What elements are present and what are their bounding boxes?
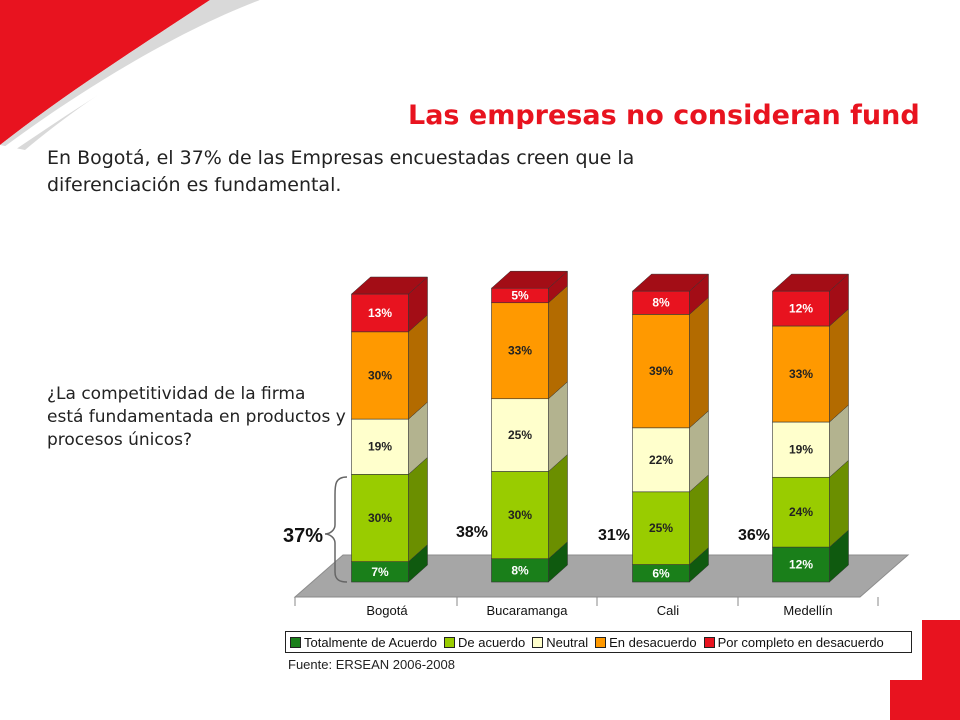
bar-segment-bogota-por-completo-en-desacuerdo [351, 293, 409, 333]
bar-label-cali-de-acuerdo: 25% [649, 521, 673, 535]
bar-label-medellin-en-desacuerdo: 33% [789, 367, 813, 381]
bar-label-bogota-neutral: 19% [368, 440, 392, 454]
legend-swatch [443, 636, 455, 648]
agreement-total-bucaramanga: 38% [456, 524, 488, 541]
x-tick-label-bucaramanga: Bucaramanga [487, 603, 569, 618]
bar-segment-bucaramanga-neutral [491, 398, 549, 472]
bar-label-bucaramanga-totalmente-de-acuerdo: 8% [511, 563, 529, 577]
bar-label-bogota-de-acuerdo: 30% [368, 511, 392, 525]
intro-text: En Bogotá, el 37% de las Empresas encues… [47, 147, 635, 196]
bar-segment-bogota-de-acuerdo [351, 474, 409, 562]
survey-question: ¿La competitividad de la firma está fund… [47, 384, 346, 450]
bar-label-bucaramanga-en-desacuerdo: 33% [508, 344, 532, 358]
bar-label-bucaramanga-neutral: 25% [508, 428, 532, 442]
source-note: Fuente: ERSEAN 2006-2008 [288, 657, 455, 672]
bar-segment-cali-en-desacuerdo [632, 314, 690, 429]
bar-segment-medellin-totalmente-de-acuerdo [772, 546, 830, 583]
legend-item-totalmente-de-acuerdo: Totalmente de Acuerdo [290, 635, 437, 650]
bar-label-medellin-de-acuerdo: 24% [789, 505, 813, 519]
bar-segment-medellin-por-completo-en-desacuerdo [772, 290, 830, 327]
legend-swatch [595, 636, 607, 648]
x-tick-label-medellin: Medellín [783, 603, 832, 618]
bar-top-bucaramanga [490, 270, 569, 289]
bar-segment-bogota-neutral [351, 418, 409, 475]
bar-label-medellin-totalmente-de-acuerdo: 12% [789, 558, 813, 572]
legend-label: Totalmente de Acuerdo [304, 634, 437, 650]
bar-label-cali-totalmente-de-acuerdo: 6% [652, 566, 670, 580]
bar-side-medellin-en-desacuerdo [829, 308, 849, 423]
bar-segment-bogota-en-desacuerdo [351, 331, 409, 420]
agreement-total-cali: 31% [598, 527, 630, 544]
bar-segment-cali-de-acuerdo [632, 491, 690, 565]
legend-label: De acuerdo [457, 634, 526, 650]
bar-side-bucaramanga-en-desacuerdo [548, 285, 568, 400]
bar-label-cali-por-completo-en-desacuerdo: 8% [652, 296, 670, 310]
page-title: Las empresas no consideran fundamental d… [408, 100, 920, 129]
bar-top-medellin [771, 273, 850, 292]
bar-segment-medellin-en-desacuerdo [772, 325, 830, 423]
bar-label-bucaramanga-por-completo-en-desacuerdo: 5% [511, 288, 529, 302]
legend-swatch [703, 636, 715, 648]
legend-item-neutral: Neutral [532, 635, 588, 650]
title-container: Las empresas no consideran fundamental d… [200, 45, 920, 129]
legend-item-por-completo-en-desacuerdo: Por completo en desacuerdo [703, 634, 884, 650]
agreement-total-medellin: 36% [738, 527, 770, 544]
bar-label-bogota-totalmente-de-acuerdo: 7% [371, 565, 389, 579]
legend-item-en-desacuerdo: En desacuerdo [595, 634, 697, 650]
legend-swatch [290, 636, 301, 648]
legend-label: En desacuerdo [609, 634, 697, 650]
bar-top-cali [631, 273, 710, 292]
chart-legend: Totalmente de Acuerdo De acuerdo Neutral En… [285, 631, 912, 653]
bar-label-medellin-por-completo-en-desacuerdo: 12% [789, 302, 813, 316]
bar-top-bogota [350, 276, 429, 295]
bar-side-bogota-de-acuerdo [408, 456, 428, 563]
legend-label: Por completo en desacuerdo [717, 634, 884, 650]
bar-side-bucaramanga-de-acuerdo [548, 453, 568, 560]
bar-segment-medellin-neutral [772, 421, 830, 478]
bar-label-bogota-por-completo-en-desacuerdo: 13% [368, 306, 392, 320]
bar-side-bogota-en-desacuerdo [408, 314, 428, 420]
bar-label-medellin-neutral: 19% [789, 443, 813, 457]
bar-label-bogota-en-desacuerdo: 30% [368, 368, 392, 382]
brace-bogota [324, 476, 348, 583]
legend-swatch [532, 636, 544, 648]
bar-side-cali-en-desacuerdo [689, 296, 709, 429]
bar-label-bucaramanga-de-acuerdo: 30% [508, 508, 532, 522]
agreement-total-bogota: 37% [283, 525, 323, 547]
x-tick-label-bogota: Bogotá [366, 603, 408, 618]
legend-label: Neutral [546, 634, 589, 650]
bar-segment-cali-neutral [632, 427, 690, 493]
bar-label-cali-en-desacuerdo: 39% [649, 364, 673, 378]
legend-item-de-acuerdo: De acuerdo [443, 634, 526, 650]
x-tick-label-cali: Cali [657, 603, 680, 618]
bar-segment-bucaramanga-en-desacuerdo [491, 302, 549, 400]
bar-label-cali-neutral: 22% [649, 453, 673, 467]
bar-segment-bucaramanga-de-acuerdo [491, 471, 549, 560]
